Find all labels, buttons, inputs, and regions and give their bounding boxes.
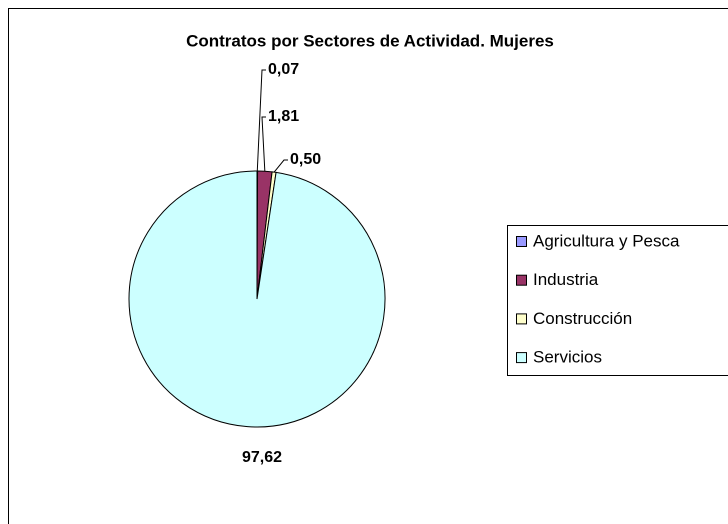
legend-box [507, 225, 728, 376]
legend-swatch [516, 352, 527, 364]
data-label: 0,07 [268, 61, 299, 78]
leader-line [256, 69, 266, 172]
leader-line [273, 159, 288, 173]
legend-label: Agricultura y Pesca [533, 231, 680, 250]
leader-line [261, 116, 266, 172]
data-label: 1,81 [268, 108, 299, 125]
legend-label: Servicios [533, 348, 602, 367]
legend-swatch [516, 313, 527, 325]
data-label: 97,62 [242, 449, 282, 466]
legend-swatch [516, 236, 527, 247]
pie-slice [128, 170, 386, 428]
legend-label: Industria [533, 270, 599, 289]
legend-label: Construcción [533, 309, 632, 328]
legend-swatch [516, 274, 527, 286]
chart-title: Contratos por Sectores de Actividad. Muj… [186, 31, 554, 50]
data-label: 0,50 [290, 151, 321, 168]
